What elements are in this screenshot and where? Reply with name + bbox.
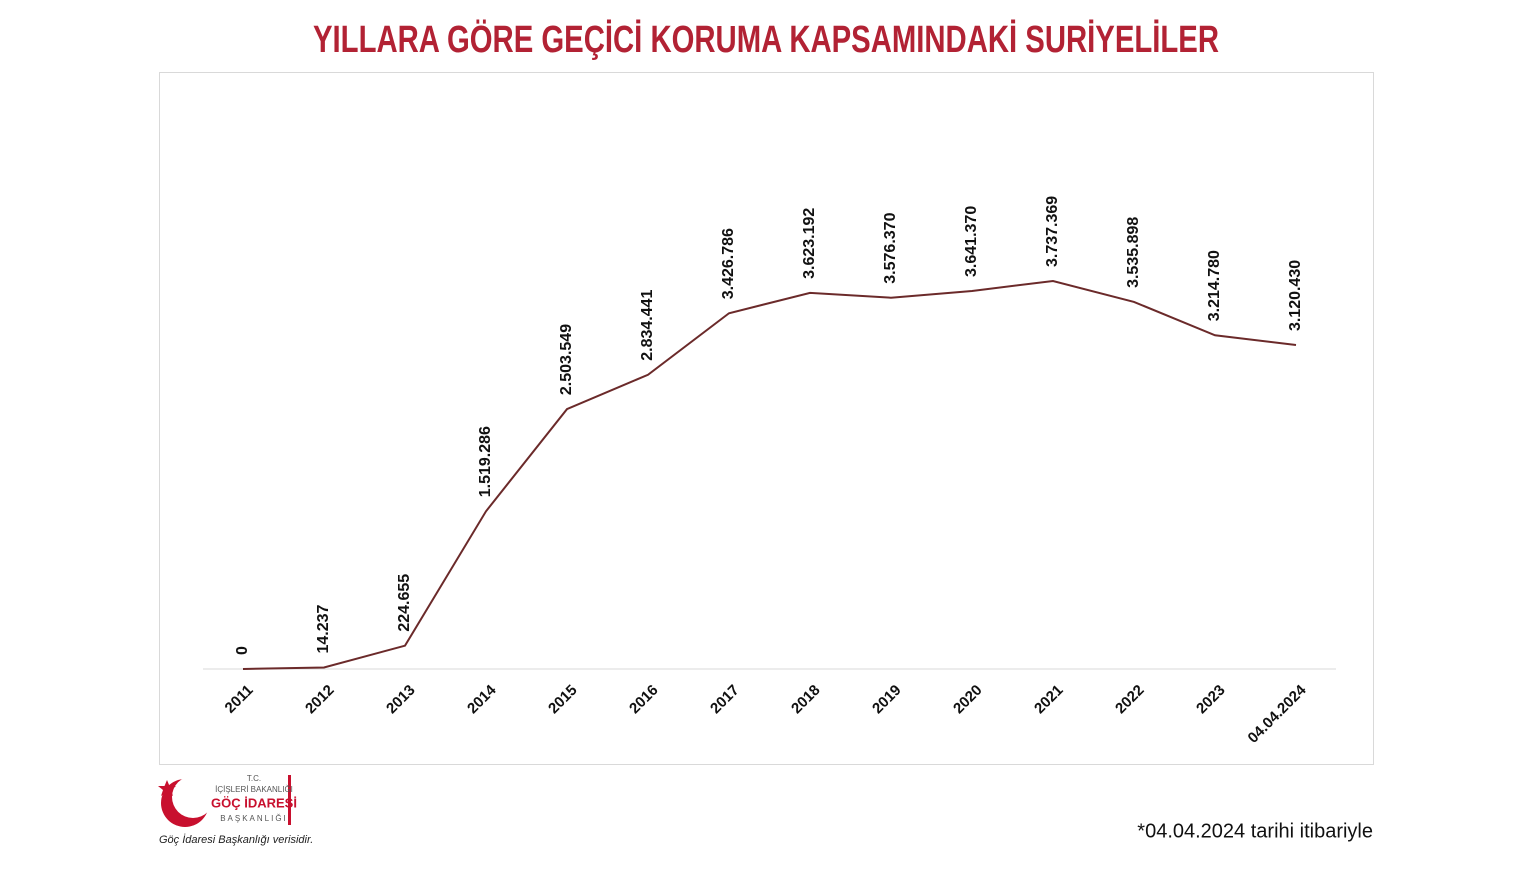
data-label: 3.535.898 (1125, 217, 1142, 288)
source-note: Göç İdaresi Başkanlığı verisidir. (159, 834, 313, 846)
data-label: 3.737.369 (1044, 196, 1061, 267)
data-label: 224.655 (396, 574, 413, 632)
data-line (242, 279, 1297, 670)
logo-star (158, 780, 176, 796)
data-label: 3.576.370 (882, 212, 899, 283)
data-label: 3.214.780 (1206, 250, 1223, 321)
data-label: 3.641.370 (963, 206, 980, 277)
data-label: 2.503.549 (558, 324, 575, 395)
x-tick-label: 2019 (869, 682, 905, 718)
chart-title: YILLARA GÖRE GEÇİCİ KORUMA KAPSAMINDAKİ … (313, 18, 1219, 61)
logo-ministry: İÇİŞLERİ BAKANLIĞI (215, 785, 293, 794)
data-label: 2.834.441 (639, 289, 656, 360)
x-tick-label: 04.04.2024 (1245, 681, 1311, 747)
x-tick-label: 2022 (1112, 682, 1148, 718)
x-tick-label: 2011 (222, 682, 257, 717)
logo-name: GÖÇ İDARESİ (211, 795, 297, 810)
data-label: 0 (234, 646, 251, 655)
data-label: 1.519.286 (477, 426, 494, 497)
plot-frame (159, 72, 1374, 765)
logo-tc: T.C. (247, 774, 261, 783)
x-tick-label: 2015 (545, 682, 581, 718)
data-label: 14.237 (315, 604, 332, 653)
data-label: 3.623.192 (801, 208, 818, 279)
x-tick-label: 2013 (383, 682, 419, 718)
x-tick-label: 2014 (464, 681, 500, 717)
x-tick-label: 2021 (1031, 682, 1067, 718)
x-tick-label: 2016 (626, 682, 662, 718)
logo-crescent-cut (172, 776, 214, 818)
data-label: 3.120.430 (1287, 260, 1304, 331)
x-tick-label: 2020 (950, 682, 986, 718)
data-label: 3.426.786 (720, 228, 737, 299)
x-tick-label: 2018 (788, 682, 824, 718)
logo-bar (288, 775, 291, 825)
x-tick-label: 2023 (1193, 682, 1229, 718)
logo-unit: BAŞKANLIĞI (220, 814, 288, 823)
logo: T.C. İÇİŞLERİ BAKANLIĞI GÖÇ İDARESİ BAŞK… (158, 774, 313, 846)
footnote: *04.04.2024 tarihi itibariyle (1137, 820, 1373, 842)
x-tick-label: 2012 (302, 682, 338, 718)
x-tick-label: 2017 (707, 682, 743, 718)
